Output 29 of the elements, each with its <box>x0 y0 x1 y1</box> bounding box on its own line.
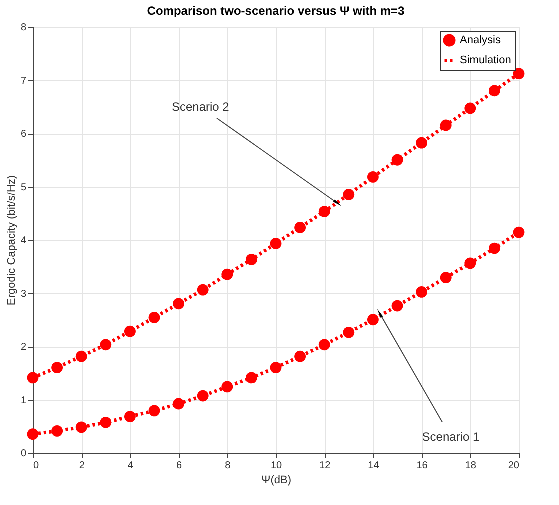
y-tick-label: 4 <box>20 236 27 246</box>
x-tick-label: 12 <box>320 460 332 472</box>
y-tick-label: 8 <box>20 22 27 34</box>
x-tick-label: 6 <box>176 460 183 472</box>
y-tick-label: 1 <box>20 395 27 406</box>
x-tick-label: 0 <box>34 460 40 472</box>
x-tick-label: 20 <box>508 460 520 472</box>
y-tick-label: 5 <box>20 182 27 194</box>
x-tick-label: 10 <box>270 460 282 472</box>
x-tick-label: 8 <box>225 460 232 472</box>
y-tick-label: 6 <box>20 129 27 140</box>
x-tick-label: 18 <box>465 460 477 472</box>
legend-label: Simulation <box>460 54 512 66</box>
x-tick-label: 2 <box>79 460 86 472</box>
x-tick-label: 4 <box>128 460 134 472</box>
annotation: Scenario 1 <box>422 430 480 444</box>
y-tick-label: 2 <box>20 342 27 353</box>
x-tick-label: 14 <box>368 460 380 472</box>
legend-label: Analysis <box>460 34 502 46</box>
y-tick-label: 7 <box>20 76 27 87</box>
y-tick-label: 3 <box>20 288 27 300</box>
chart-title: Comparison two-scenario versus Ψ with m=3 <box>147 4 406 18</box>
x-axis-title: Ψ(dB) <box>262 474 292 486</box>
y-tick-label: 0 <box>20 448 27 460</box>
point <box>27 372 39 384</box>
y-axis-title: Ergodic Capacity (bit/s/Hz) <box>6 175 18 306</box>
point <box>27 428 39 440</box>
x-tick-label: 16 <box>416 460 428 472</box>
annotation: Scenario 2 <box>172 100 230 114</box>
